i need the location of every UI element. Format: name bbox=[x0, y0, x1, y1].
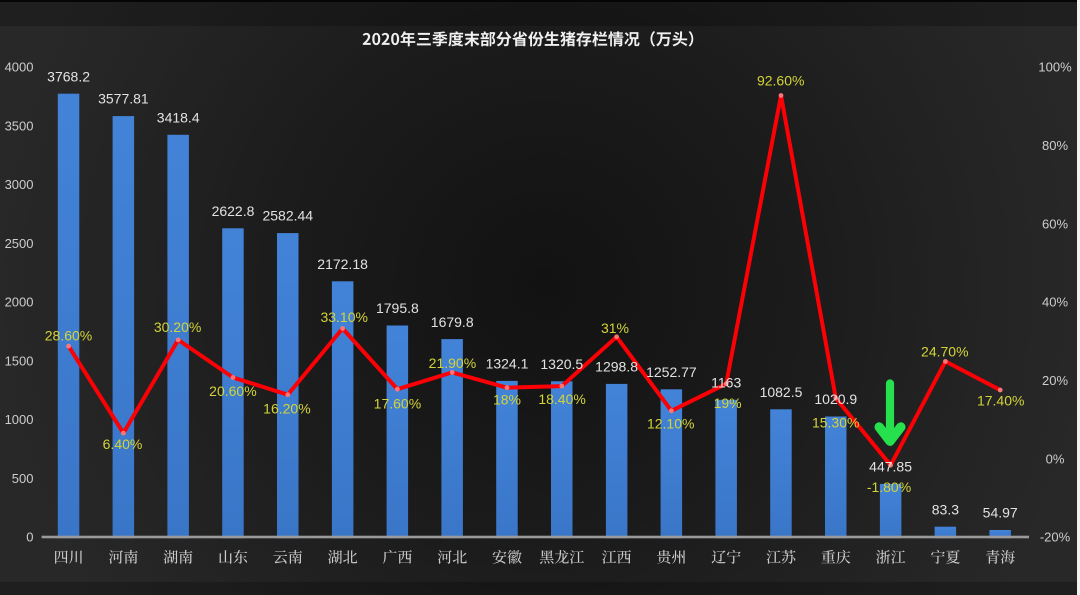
svg-text:17.40%: 17.40% bbox=[977, 392, 1024, 408]
svg-text:6.40%: 6.40% bbox=[103, 436, 143, 452]
svg-text:2500: 2500 bbox=[5, 236, 34, 251]
svg-text:1163: 1163 bbox=[711, 375, 741, 391]
svg-text:83.3: 83.3 bbox=[932, 501, 959, 517]
svg-text:54.97: 54.97 bbox=[983, 505, 1018, 521]
svg-text:92.60%: 92.60% bbox=[757, 73, 804, 89]
svg-text:3768.2: 3768.2 bbox=[47, 68, 90, 84]
svg-text:500: 500 bbox=[12, 471, 34, 486]
svg-text:1324.1: 1324.1 bbox=[486, 356, 529, 372]
svg-text:18.40%: 18.40% bbox=[538, 391, 585, 407]
svg-text:21.90%: 21.90% bbox=[429, 355, 476, 371]
svg-text:2582.44: 2582.44 bbox=[262, 208, 313, 224]
svg-text:28.60%: 28.60% bbox=[45, 328, 92, 344]
svg-text:31%: 31% bbox=[601, 320, 629, 336]
svg-text:15.30%: 15.30% bbox=[812, 415, 859, 431]
svg-text:2622.8: 2622.8 bbox=[212, 203, 255, 219]
svg-text:30.20%: 30.20% bbox=[154, 319, 201, 335]
svg-text:1020.9: 1020.9 bbox=[814, 391, 857, 407]
svg-text:17.60%: 17.60% bbox=[374, 396, 421, 412]
svg-text:4000: 4000 bbox=[5, 60, 34, 75]
svg-text:1252.77: 1252.77 bbox=[646, 364, 697, 380]
svg-text:0%: 0% bbox=[1046, 451, 1065, 466]
svg-text:1000: 1000 bbox=[5, 412, 34, 427]
svg-text:1795.8: 1795.8 bbox=[376, 300, 419, 316]
svg-text:-1.80%: -1.80% bbox=[867, 479, 911, 495]
svg-text:18%: 18% bbox=[493, 392, 521, 408]
svg-text:447.85: 447.85 bbox=[869, 459, 912, 475]
svg-text:12.10%: 12.10% bbox=[647, 416, 694, 432]
svg-text:1320.5: 1320.5 bbox=[540, 356, 583, 372]
svg-text:100%: 100% bbox=[1038, 60, 1072, 75]
svg-text:-20%: -20% bbox=[1040, 530, 1071, 545]
svg-text:3577.81: 3577.81 bbox=[98, 91, 149, 107]
svg-text:2172.18: 2172.18 bbox=[317, 256, 368, 272]
svg-text:40%: 40% bbox=[1042, 295, 1068, 310]
svg-text:33.10%: 33.10% bbox=[320, 309, 367, 325]
svg-text:60%: 60% bbox=[1042, 216, 1068, 231]
svg-text:24.70%: 24.70% bbox=[921, 343, 968, 359]
svg-text:20.60%: 20.60% bbox=[209, 383, 256, 399]
svg-text:0: 0 bbox=[26, 530, 33, 545]
svg-text:1082.5: 1082.5 bbox=[760, 384, 803, 400]
svg-text:3418.4: 3418.4 bbox=[157, 110, 200, 126]
svg-text:80%: 80% bbox=[1042, 138, 1068, 153]
svg-text:1679.8: 1679.8 bbox=[431, 314, 474, 330]
svg-text:3500: 3500 bbox=[5, 118, 34, 133]
svg-text:20%: 20% bbox=[1042, 373, 1068, 388]
svg-text:2000: 2000 bbox=[5, 295, 34, 310]
svg-text:1500: 1500 bbox=[5, 353, 34, 368]
svg-text:1298.8: 1298.8 bbox=[595, 359, 638, 375]
svg-text:3000: 3000 bbox=[5, 177, 34, 192]
svg-text:16.20%: 16.20% bbox=[263, 400, 310, 416]
svg-text:19%: 19% bbox=[714, 395, 742, 411]
